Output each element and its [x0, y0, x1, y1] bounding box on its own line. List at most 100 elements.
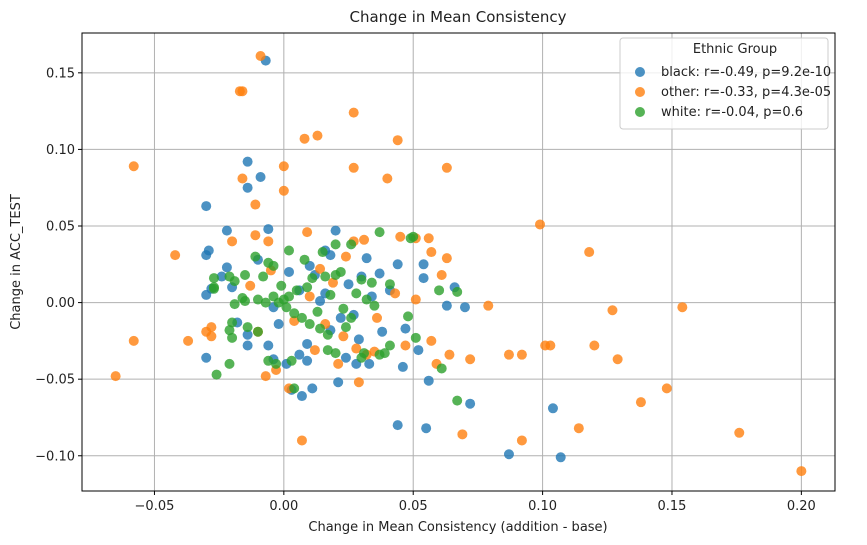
data-point-black [335, 312, 346, 323]
data-point-black [374, 268, 385, 279]
data-point-white [242, 322, 253, 333]
x-tick-label: 0.00 [269, 499, 298, 514]
data-point-black [201, 201, 212, 212]
data-point-other [734, 427, 745, 438]
data-point-other [227, 236, 238, 247]
data-point-black [263, 340, 274, 351]
data-point-white [346, 239, 357, 250]
legend-marker-other [635, 87, 645, 97]
data-point-white [289, 308, 300, 319]
data-point-black [459, 302, 470, 313]
data-point-black [392, 259, 403, 270]
data-point-other [250, 199, 261, 210]
data-point-white [286, 355, 297, 366]
data-point-black [242, 156, 253, 167]
data-point-other [237, 173, 248, 184]
data-point-other [278, 161, 289, 172]
y-tick-label: 0.10 [46, 143, 75, 158]
data-point-white [263, 355, 274, 366]
legend-label-other: other: r=-0.33, p=4.3e-05 [661, 85, 831, 100]
y-tick-label: −0.10 [35, 449, 75, 464]
data-point-other [457, 429, 468, 440]
data-point-other [110, 371, 121, 382]
data-point-other [263, 236, 274, 247]
data-point-other [289, 315, 300, 326]
data-point-black [392, 420, 403, 431]
data-point-black [421, 423, 432, 434]
data-point-white [320, 271, 331, 282]
data-point-white [289, 383, 300, 394]
data-point-other [128, 335, 139, 346]
data-point-white [322, 345, 333, 356]
data-point-white [208, 273, 219, 284]
data-point-white [317, 247, 328, 258]
data-point-other [390, 288, 401, 299]
data-point-white [296, 312, 307, 323]
chart-title: Change in Mean Consistency [350, 8, 567, 26]
data-point-white [379, 348, 390, 359]
data-point-other [183, 335, 194, 346]
data-point-other [426, 335, 437, 346]
data-point-other [353, 377, 364, 388]
data-point-other [400, 340, 411, 351]
data-point-other [395, 231, 406, 242]
data-point-black [296, 391, 307, 402]
data-point-other [359, 234, 370, 245]
data-point-other [677, 302, 688, 313]
data-point-other [444, 349, 455, 360]
data-point-white [374, 227, 385, 238]
data-point-other [392, 135, 403, 146]
data-point-white [340, 322, 351, 333]
data-point-black [302, 338, 313, 349]
data-point-black [547, 403, 558, 414]
x-tick-label: 0.05 [399, 499, 428, 514]
data-point-white [436, 363, 447, 374]
data-point-other [170, 250, 181, 261]
legend-marker-black [635, 67, 645, 77]
data-point-white [284, 245, 295, 256]
data-point-black [201, 250, 212, 261]
data-point-black [340, 352, 351, 363]
legend: Ethnic Group black: r=-0.49, p=9.2e-10 o… [619, 37, 831, 130]
data-point-black [315, 296, 326, 307]
data-point-other [516, 349, 527, 360]
data-point-white [227, 317, 238, 328]
data-point-other [436, 270, 447, 281]
data-point-black [263, 224, 274, 235]
data-point-other [612, 354, 623, 365]
data-point-black [216, 271, 227, 282]
data-point-black [377, 326, 388, 337]
data-point-white [227, 332, 238, 343]
data-point-white [452, 395, 463, 406]
data-point-other [128, 161, 139, 172]
data-point-other [635, 397, 646, 408]
data-point-other [465, 354, 476, 365]
data-point-black [242, 340, 253, 351]
data-point-white [258, 271, 269, 282]
data-point-white [346, 312, 357, 323]
data-point-white [260, 297, 271, 308]
data-point-other [328, 277, 338, 288]
data-point-white [384, 340, 395, 351]
data-points [110, 50, 807, 477]
data-point-black [201, 289, 212, 300]
y-tick-label: 0.05 [46, 220, 75, 235]
data-point-other [245, 280, 256, 291]
legend-marker-white [635, 107, 645, 117]
data-point-black [465, 398, 476, 409]
data-point-white [237, 293, 248, 303]
data-point-white [299, 254, 310, 265]
data-point-white [359, 348, 370, 359]
data-point-white [330, 348, 341, 359]
data-point-other [545, 340, 556, 351]
data-point-white [351, 288, 362, 299]
data-point-white [312, 306, 323, 317]
legend-label-black: black: r=-0.49, p=9.2e-10 [661, 65, 831, 80]
data-point-white [252, 294, 263, 305]
data-point-black [330, 225, 341, 236]
data-point-other [255, 50, 266, 61]
data-point-white [330, 239, 341, 250]
data-point-black [294, 349, 305, 360]
data-point-white [338, 303, 349, 314]
data-point-other [278, 185, 289, 196]
